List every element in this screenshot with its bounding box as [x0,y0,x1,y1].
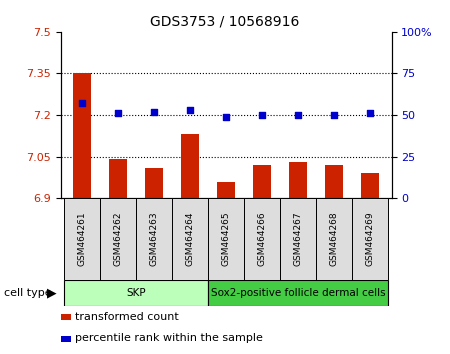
Bar [73,74,91,198]
Bar [352,198,388,280]
Bar [64,198,100,280]
Text: GSM464263: GSM464263 [150,212,159,266]
Text: GSM464262: GSM464262 [114,212,123,266]
Bar [100,198,136,280]
Point [366,110,373,116]
Text: percentile rank within the sample: percentile rank within the sample [75,333,263,343]
Bar [217,182,235,198]
Point [294,112,302,118]
Text: Sox2-positive follicle dermal cells: Sox2-positive follicle dermal cells [211,288,385,298]
Text: GSM464269: GSM464269 [365,212,374,266]
Point [258,112,265,118]
Bar [136,198,172,280]
Point [330,112,338,118]
Bar [109,159,127,198]
Point [151,109,158,115]
Text: SKP: SKP [126,288,146,298]
Bar [64,280,208,306]
Text: ▶: ▶ [47,286,57,299]
Bar [325,165,343,198]
Bar [172,198,208,280]
Text: GSM464265: GSM464265 [221,212,230,266]
Text: GSM464264: GSM464264 [186,212,195,266]
Text: transformed count: transformed count [75,312,179,322]
Bar [208,280,388,306]
Bar [316,198,352,280]
Point [222,114,230,120]
Point [115,110,122,116]
Bar [181,135,199,198]
Bar [145,168,163,198]
Bar [289,162,307,198]
Text: GSM464266: GSM464266 [257,212,266,266]
Bar [361,173,379,198]
Bar [244,198,280,280]
Text: GSM464268: GSM464268 [329,212,338,266]
Text: GSM464267: GSM464267 [293,212,302,266]
Bar [253,165,271,198]
Point [187,107,194,113]
Text: GDS3753 / 10568916: GDS3753 / 10568916 [150,14,300,28]
Bar [280,198,316,280]
Point [79,101,86,106]
Text: cell type: cell type [4,288,52,298]
Bar [208,198,244,280]
Text: GSM464261: GSM464261 [78,212,87,266]
